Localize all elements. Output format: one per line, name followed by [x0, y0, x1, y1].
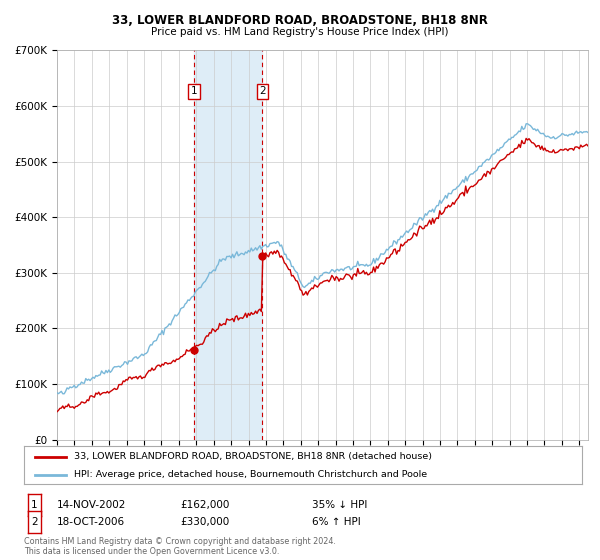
Text: 2: 2	[31, 517, 38, 527]
Text: HPI: Average price, detached house, Bournemouth Christchurch and Poole: HPI: Average price, detached house, Bour…	[74, 470, 427, 479]
Text: 6% ↑ HPI: 6% ↑ HPI	[312, 517, 361, 527]
Text: Price paid vs. HM Land Registry's House Price Index (HPI): Price paid vs. HM Land Registry's House …	[151, 27, 449, 37]
Text: 33, LOWER BLANDFORD ROAD, BROADSTONE, BH18 8NR: 33, LOWER BLANDFORD ROAD, BROADSTONE, BH…	[112, 14, 488, 27]
Text: This data is licensed under the Open Government Licence v3.0.: This data is licensed under the Open Gov…	[24, 547, 280, 556]
Text: Contains HM Land Registry data © Crown copyright and database right 2024.: Contains HM Land Registry data © Crown c…	[24, 537, 336, 546]
Text: 14-NOV-2002: 14-NOV-2002	[57, 500, 127, 510]
Text: 35% ↓ HPI: 35% ↓ HPI	[312, 500, 367, 510]
Text: 2: 2	[259, 86, 266, 96]
Bar	[194, 50, 262, 440]
Text: 33, LOWER BLANDFORD ROAD, BROADSTONE, BH18 8NR (detached house): 33, LOWER BLANDFORD ROAD, BROADSTONE, BH…	[74, 452, 432, 461]
Text: £330,000: £330,000	[180, 517, 229, 527]
Text: 18-OCT-2006: 18-OCT-2006	[57, 517, 125, 527]
Text: 1: 1	[31, 500, 38, 510]
Text: £162,000: £162,000	[180, 500, 229, 510]
Text: 1: 1	[191, 86, 197, 96]
